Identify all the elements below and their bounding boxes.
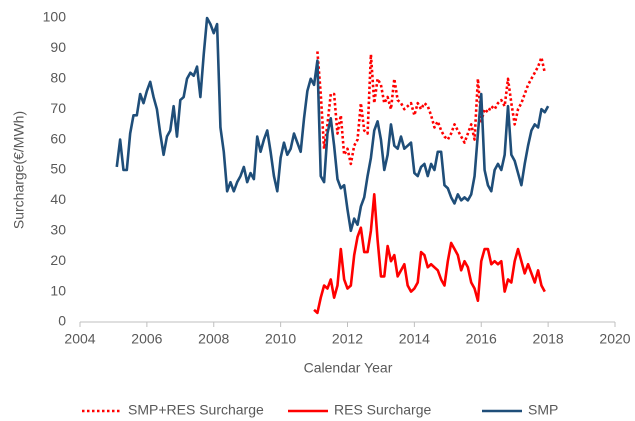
y-tick-label: 70 — [50, 100, 66, 116]
y-tick-label: 60 — [50, 130, 66, 146]
y-tick-label: 20 — [50, 252, 66, 268]
y-tick-label: 100 — [43, 9, 67, 25]
x-axis-title: Calendar Year — [304, 360, 393, 376]
series-line — [313, 193, 546, 315]
y-tick-label: 0 — [58, 313, 66, 329]
legend-label: SMP+RES Surcharge — [128, 402, 264, 418]
y-tick-label: 30 — [50, 222, 66, 238]
x-tick-label: 2008 — [198, 331, 229, 347]
legend-label: RES Surcharge — [334, 402, 431, 418]
series-line — [316, 51, 547, 166]
x-tick-label: 2016 — [466, 331, 497, 347]
y-tick-label: 90 — [50, 39, 66, 55]
x-tick-label: 2018 — [533, 331, 564, 347]
y-axis-title: Surcharge(€/MWh) — [11, 111, 27, 229]
x-tick-label: 2012 — [332, 331, 363, 347]
y-tick-label: 80 — [50, 70, 66, 86]
x-tick-label: 2014 — [399, 331, 430, 347]
y-tick-label: 50 — [50, 161, 66, 177]
x-tick-label: 2020 — [599, 331, 630, 347]
series-line — [115, 16, 550, 233]
x-tick-label: 2004 — [64, 331, 95, 347]
legend-label: SMP — [528, 402, 558, 418]
y-tick-label: 10 — [50, 282, 66, 298]
x-tick-label: 2010 — [265, 331, 296, 347]
y-tick-label: 40 — [50, 191, 66, 207]
x-tick-label: 2006 — [131, 331, 162, 347]
